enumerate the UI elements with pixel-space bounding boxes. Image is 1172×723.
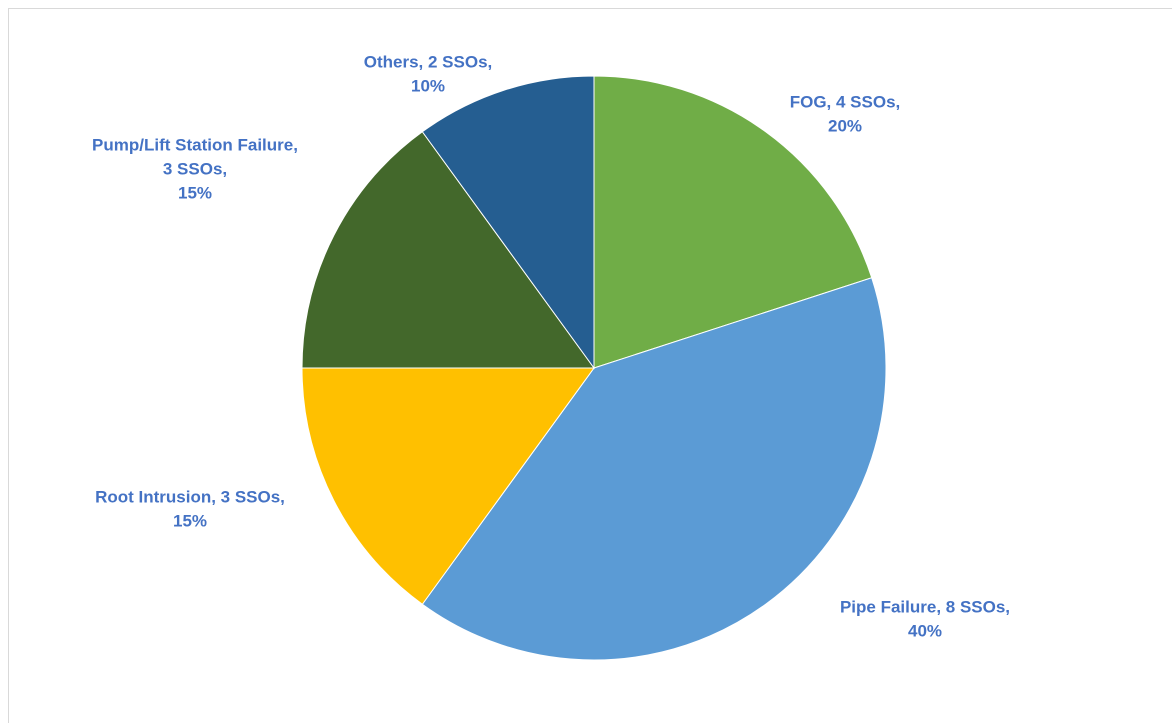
data-label: 15% [173, 511, 207, 530]
data-label: Others, 2 SSOs, [364, 52, 493, 71]
data-label: FOG, 4 SSOs, [790, 92, 901, 111]
pie-slice [301, 367, 595, 605]
data-label: 10% [411, 76, 445, 95]
data-label: Pump/Lift Station Failure, [92, 135, 298, 154]
pie-slice [421, 75, 595, 370]
data-label: Root Intrusion, 3 SSOs, [95, 487, 285, 506]
pie-slice [593, 75, 873, 369]
data-label: Pipe Failure, 8 SSOs, [840, 597, 1010, 616]
data-label: 3 SSOs, [163, 159, 227, 178]
data-label: 40% [908, 621, 942, 640]
pie-slice [301, 131, 595, 369]
pie-slice [421, 277, 887, 661]
data-label: 15% [178, 183, 212, 202]
data-label: 20% [828, 116, 862, 135]
